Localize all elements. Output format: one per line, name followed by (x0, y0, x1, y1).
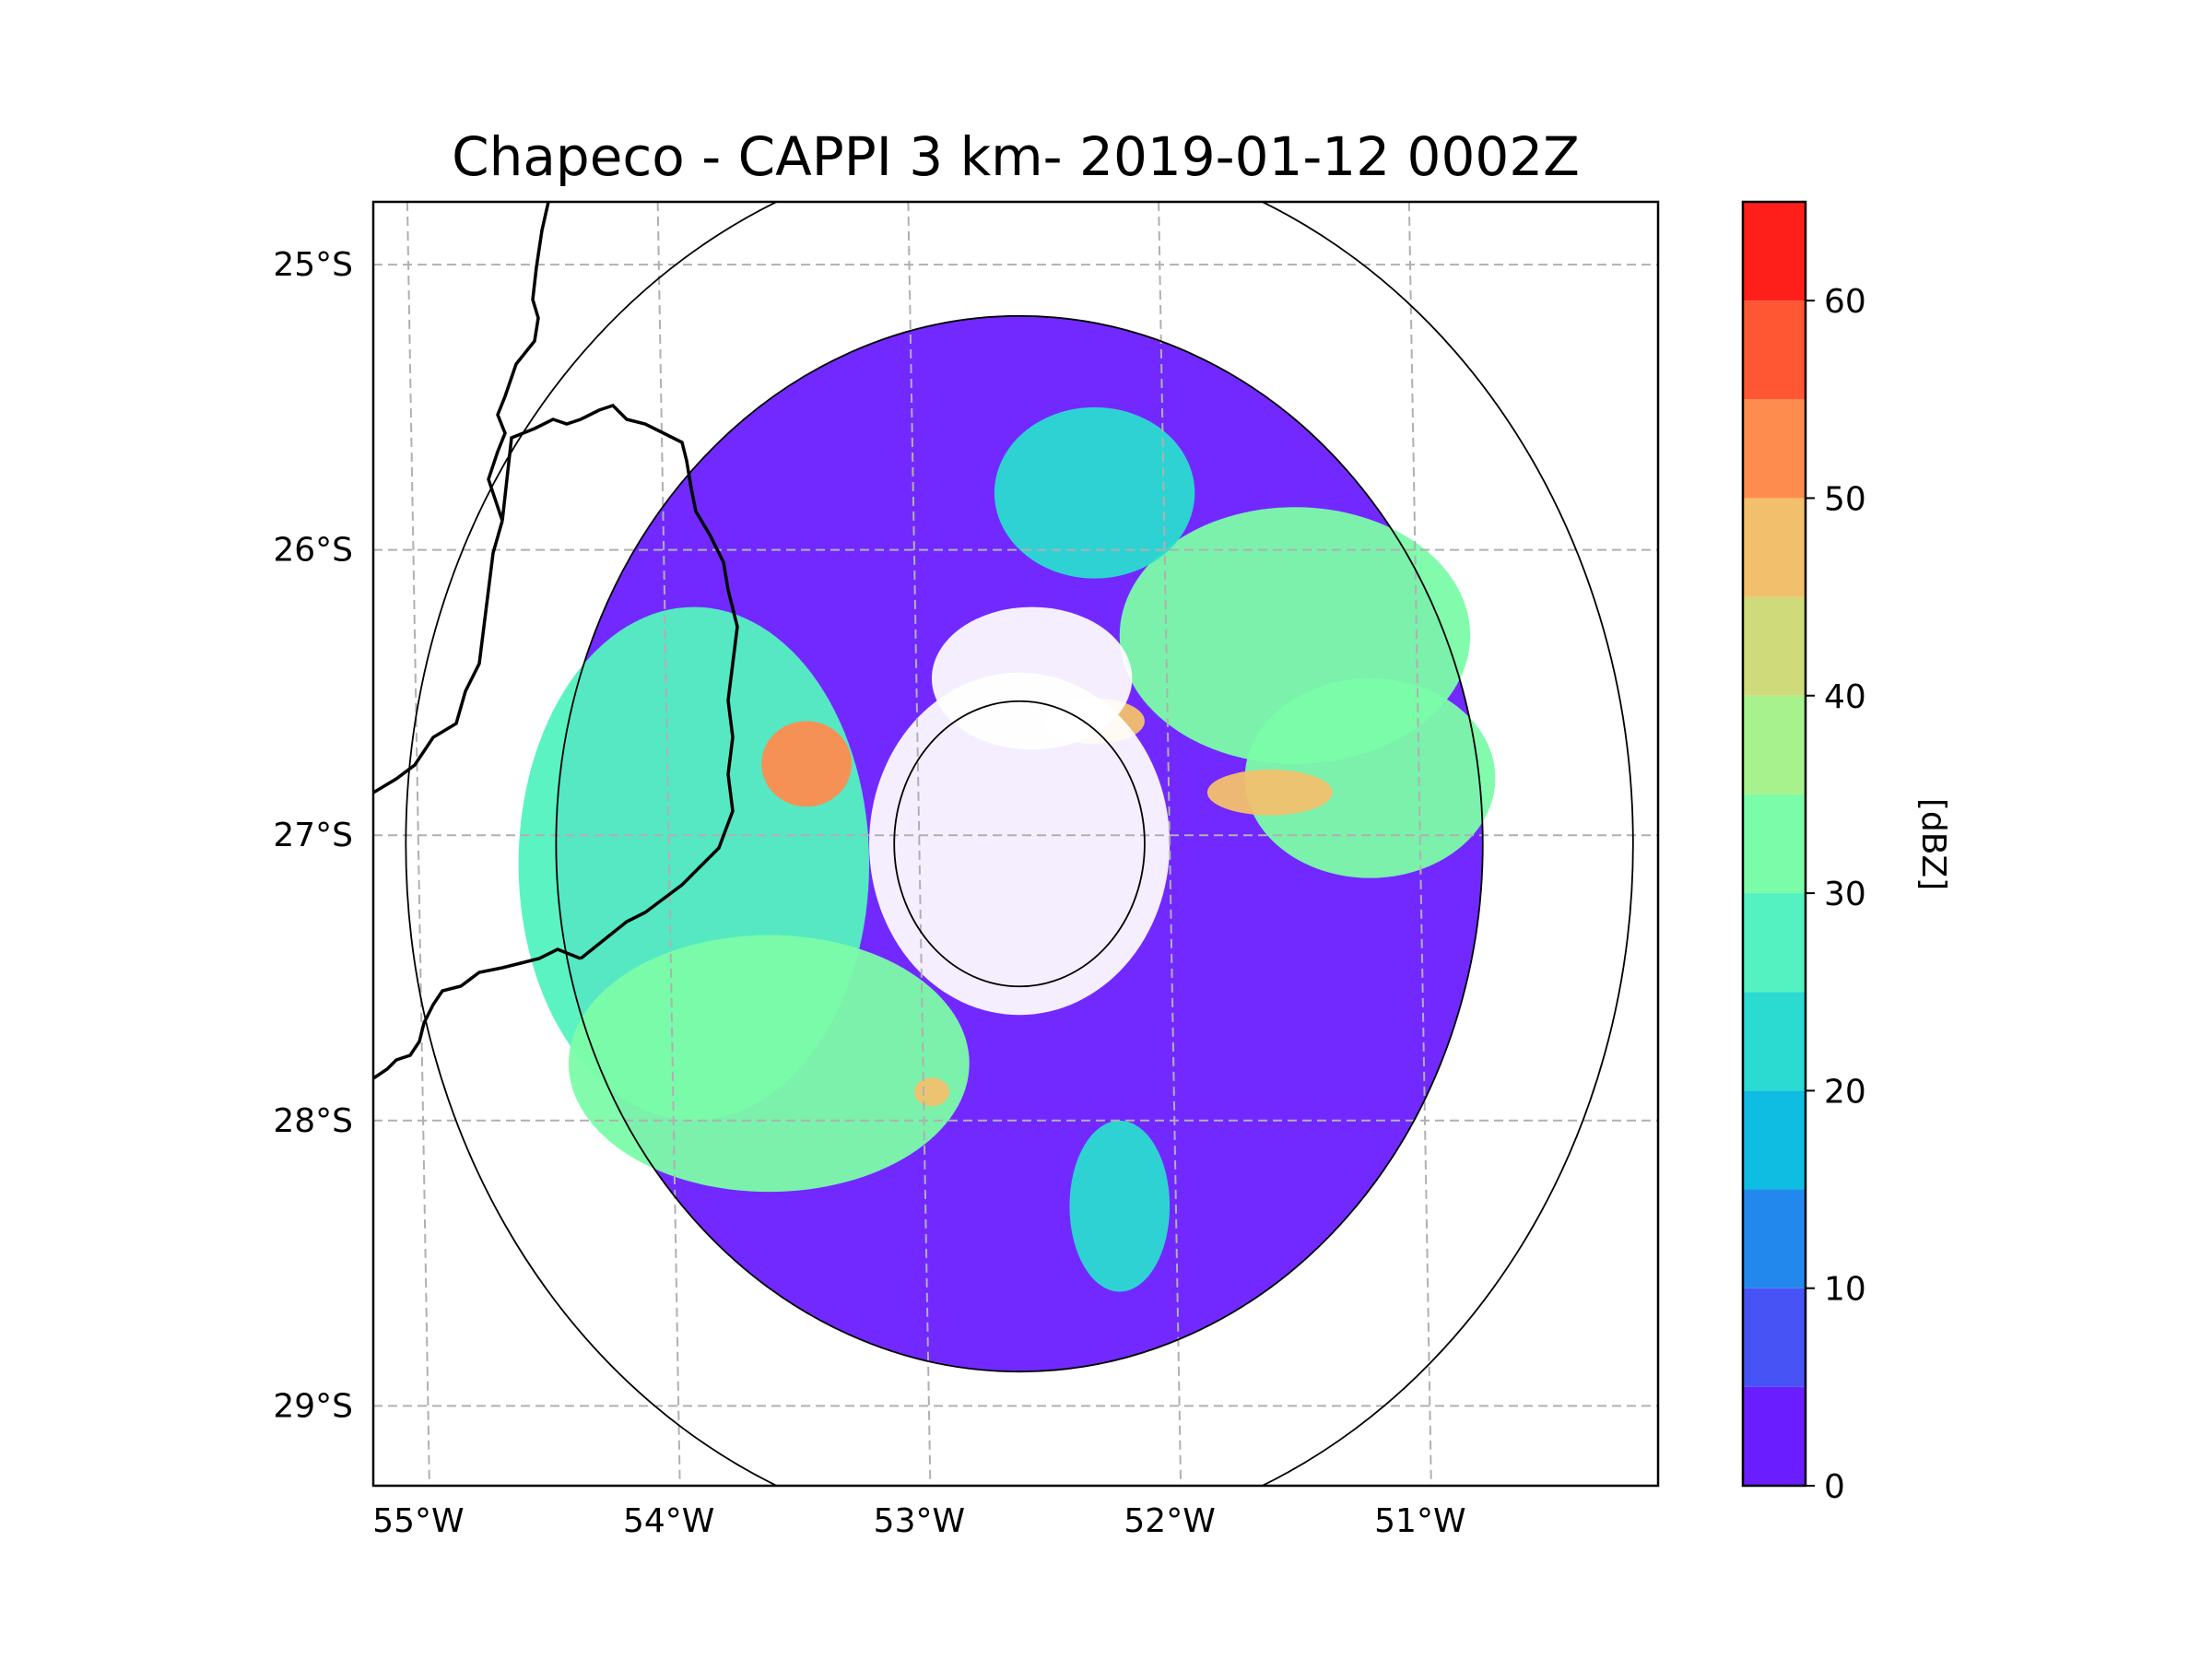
graticule (373, 202, 1658, 1486)
x-tick-label: 54°W (623, 1502, 714, 1540)
grid-meridian (907, 202, 932, 1486)
colorbar-tick-label: 10 (1824, 1271, 1866, 1309)
colorbar-tick-label: 40 (1824, 678, 1866, 716)
echo-west-core (761, 721, 853, 807)
colorbar: 0 10 20 30 40 50 60 [dBZ] (1741, 200, 1952, 1506)
colorbar-label: [dBZ] (1914, 798, 1952, 890)
colorbar-bin (1743, 202, 1806, 301)
map-panel (371, 200, 1660, 1488)
chart-title: Chapeco - CAPPI 3 km- 2019-01-12 0002Z (452, 125, 1580, 188)
y-tick-label: 29°S (273, 1387, 353, 1425)
colorbar-bin (1743, 1386, 1806, 1486)
colorbar-bin (1743, 498, 1806, 597)
colorbar-bin (1743, 596, 1806, 696)
range-ring (555, 314, 1484, 1373)
y-tick-label: 27°S (273, 817, 353, 854)
echo-east-band (1244, 677, 1496, 878)
x-tick-label: 55°W (372, 1502, 464, 1540)
radar-reflectivity (518, 315, 1496, 1372)
colorbar-tick-label: 0 (1824, 1468, 1845, 1506)
colorbar-tick-label: 60 (1824, 283, 1866, 321)
colorbar-bin (1743, 300, 1806, 400)
echo-northeast-core-2 (1206, 770, 1333, 816)
x-tick-label: 53°W (874, 1502, 965, 1540)
colorbar-bin (1743, 399, 1806, 499)
colorbar-bin (1743, 1189, 1806, 1288)
y-tick-label: 28°S (273, 1102, 353, 1140)
range-ring (893, 700, 1146, 988)
grid-meridian (1407, 202, 1432, 1486)
x-tick-label: 52°W (1124, 1502, 1215, 1540)
colorbar-ticks: 0 10 20 30 40 50 60 (1806, 283, 1866, 1506)
grid-meridian (406, 202, 430, 1486)
colorbar-bin (1743, 794, 1806, 894)
echo-clear-north-east-gap (931, 606, 1133, 750)
echo-southwest-band (568, 935, 970, 1193)
border-southwest (373, 947, 582, 1080)
x-tick-label: 51°W (1374, 1502, 1465, 1540)
colorbar-bin (1743, 893, 1806, 993)
grid-meridian (1158, 202, 1182, 1486)
range-ring (405, 202, 1634, 1486)
colorbar-bin (1743, 1090, 1806, 1190)
echo-north-patch (994, 406, 1195, 579)
colorbar-tick-label: 50 (1824, 480, 1866, 518)
x-tick-labels: 55°W 54°W 53°W 52°W 51°W (372, 1502, 1465, 1540)
colorbar-tick-label: 30 (1824, 876, 1866, 913)
colorbar-frame (1741, 200, 1807, 1488)
map-frame (371, 200, 1660, 1488)
map-content (373, 202, 1658, 1486)
y-tick-label: 26°S (273, 532, 353, 570)
echo-south-line (1069, 1120, 1171, 1292)
echo-clear-ring (869, 672, 1171, 1016)
colorbar-tick-label: 20 (1824, 1073, 1866, 1111)
colorbar-bin (1743, 1288, 1806, 1387)
colorbar-bins (1743, 202, 1806, 1486)
grid-meridian (656, 202, 681, 1486)
colorbar-bin (1743, 992, 1806, 1091)
y-tick-label: 25°S (273, 246, 353, 284)
echo-south-core (913, 1077, 949, 1107)
y-tick-labels: 25°S 26°S 27°S 28°S 29°S (273, 246, 353, 1425)
range-rings (405, 202, 1634, 1486)
border-northeast (500, 403, 739, 960)
colorbar-bin (1743, 695, 1806, 794)
